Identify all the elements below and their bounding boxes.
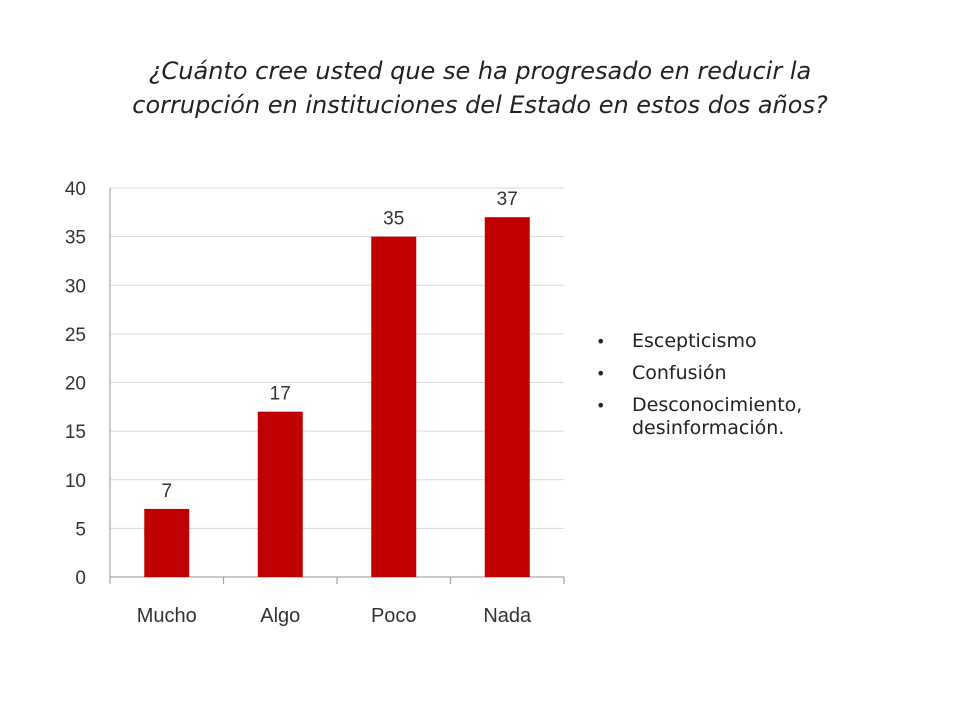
y-tick-label: 0 [75,568,86,589]
bar-chart: 0 5 10 15 20 25 30 35 40 7 Mucho 17 Algo 35 Poco 37 Nada [40,170,580,640]
bullet-icon: • [596,364,606,383]
bar [484,217,530,578]
slide-title: ¿Cuánto cree usted que se ha progresado … [60,54,900,122]
y-tick-label: 5 [75,519,86,540]
y-tick-label: 15 [65,422,86,443]
y-tick-label: 40 [65,179,86,200]
bar [144,508,190,577]
bullet-item: • Confusión [596,362,916,385]
bullet-text: Desconocimiento, desinformación. [632,394,803,439]
y-tick-label: 20 [65,374,86,395]
x-tick-label: Mucho [137,605,197,627]
bullet-text: Confusión [632,362,727,384]
bullet-text: Escepticismo [632,330,757,352]
bar [371,236,417,577]
y-tick-label: 30 [65,276,86,297]
y-tick-label: 10 [65,471,86,492]
bar-chart-svg: 0 5 10 15 20 25 30 35 40 7 Mucho 17 Algo 35 Poco 37 Nada [65,179,565,627]
bullet-item: • Desconocimiento, desinformación. [596,394,916,440]
slide-title-line-1: ¿Cuánto cree usted que se ha progresado … [148,57,812,85]
slide-title-line-2: corrupción en instituciones del Estado e… [132,91,828,119]
bullet-icon: • [596,396,606,415]
data-label: 37 [497,189,518,210]
x-tick-label: Nada [483,605,532,627]
bullet-icon: • [596,332,606,351]
data-label: 7 [161,481,172,502]
data-label: 35 [383,209,404,230]
x-tick-label: Algo [260,605,300,627]
y-tick-label: 35 [65,228,86,249]
bullet-list: • Escepticismo • Confusión • Desconocimi… [596,330,916,449]
x-tick-label: Poco [371,605,417,627]
data-label: 17 [270,384,291,405]
bar [257,411,303,577]
bullet-item: • Escepticismo [596,330,916,353]
y-tick-label: 25 [65,325,86,346]
